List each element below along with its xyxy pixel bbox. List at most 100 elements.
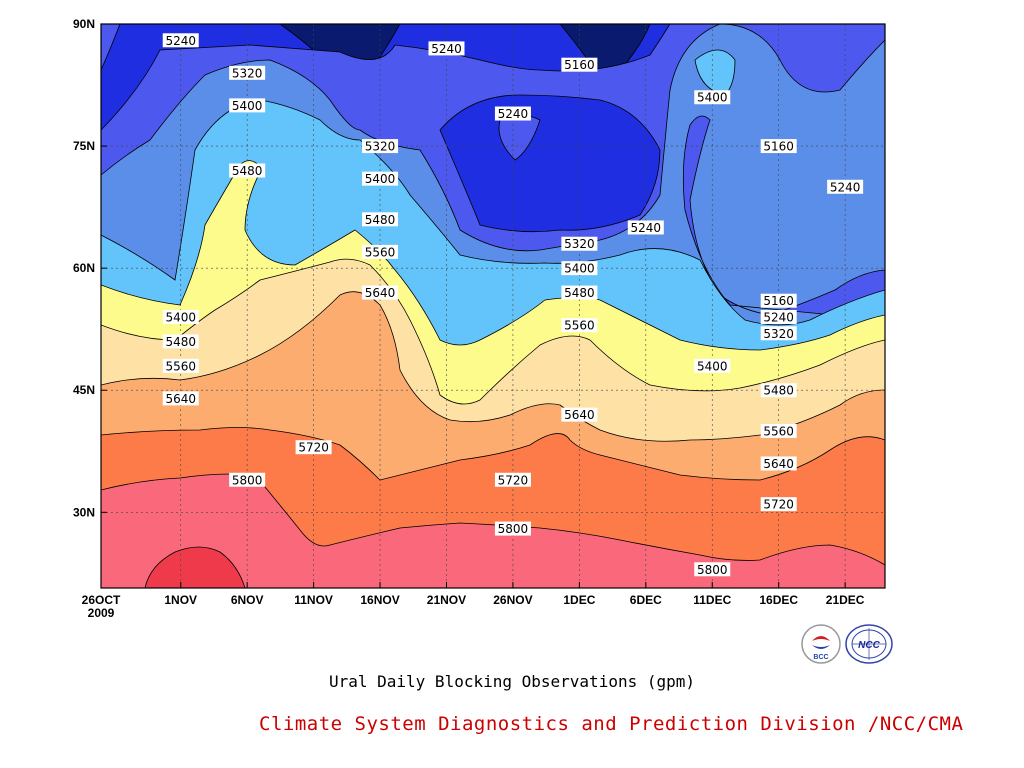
contour-label: 5160 [760, 139, 797, 154]
bcc-logo-icon: BCC [801, 624, 841, 664]
contour-label-text: 5400 [365, 172, 396, 186]
y-tick-label: 75N [73, 139, 95, 153]
contour-label-text: 5640 [365, 286, 396, 300]
x-tick-label: 1NOV [164, 593, 197, 607]
contour-label-text: 5400 [697, 359, 728, 373]
svg-text:BCC: BCC [813, 654, 828, 661]
contour-label: 5240 [428, 41, 465, 56]
contour-label-text: 5320 [232, 66, 263, 80]
contour-label-text: 5400 [564, 262, 595, 276]
contour-label: 5240 [627, 220, 664, 235]
contour-label-text: 5800 [232, 473, 263, 487]
contour-label-text: 5320 [763, 327, 794, 341]
contour-label-text: 5480 [232, 164, 263, 178]
contour-label: 5320 [760, 326, 797, 341]
contour-label-text: 5640 [763, 457, 794, 471]
chart-title: Ural Daily Blocking Observations (gpm) [328, 672, 696, 691]
contour-label: 5480 [760, 383, 797, 398]
contour-label-text: 5400 [165, 310, 196, 324]
contour-label: 5400 [162, 309, 199, 324]
contour-label: 5800 [229, 472, 266, 487]
contour-label: 5800 [494, 521, 531, 536]
contour-label-text: 5160 [564, 58, 595, 72]
contour-label: 5720 [494, 472, 531, 487]
contour-label-text: 5800 [697, 563, 728, 577]
contour-label-text: 5640 [165, 392, 196, 406]
y-tick-label: 30N [73, 505, 95, 519]
contour-fills [101, 24, 885, 588]
x-tick-label: 11NOV [294, 593, 333, 607]
y-tick-label: 60N [73, 261, 95, 275]
contour-label: 5240 [162, 33, 199, 48]
contour-label-text: 5480 [763, 384, 794, 398]
contour-label: 5400 [561, 261, 598, 276]
contour-label-text: 5240 [431, 42, 462, 56]
contour-label: 5400 [229, 98, 266, 113]
contour-label: 5400 [694, 358, 731, 373]
contour-label: 5320 [362, 139, 399, 154]
contour-label: 5160 [561, 57, 598, 72]
contour-label: 5560 [760, 423, 797, 438]
x-tick-label: 2009 [88, 606, 115, 620]
contour-label-text: 5240 [631, 221, 662, 235]
contour-label: 5320 [229, 65, 266, 80]
x-tick-label: 6NOV [231, 593, 264, 607]
contour-label-text: 5480 [365, 213, 396, 227]
contour-label: 5400 [694, 90, 731, 105]
contour-label: 5480 [561, 285, 598, 300]
contour-label-text: 5400 [697, 91, 728, 105]
contour-label: 5560 [362, 244, 399, 259]
contour-label: 5560 [561, 318, 598, 333]
y-axis: 90N 75N 60N 45N 30N [73, 17, 107, 519]
contour-label-text: 5240 [165, 34, 196, 48]
contour-label-text: 5560 [763, 424, 794, 438]
credit-text: Climate System Diagnostics and Predictio… [259, 713, 964, 735]
x-tick-label: 26NOV [493, 593, 532, 607]
contour-label: 5640 [162, 391, 199, 406]
contour-label-text: 5480 [165, 335, 196, 349]
contour-label-text: 5240 [763, 310, 794, 324]
contour-label-text: 5560 [564, 319, 595, 333]
contour-label-text: 5560 [365, 245, 396, 259]
contour-label: 5400 [362, 171, 399, 186]
contour-label: 5320 [561, 236, 598, 251]
contour-label-text: 5240 [830, 180, 861, 194]
contour-label-text: 5720 [298, 441, 329, 455]
x-tick-label: 21DEC [826, 593, 865, 607]
contour-label: 5240 [827, 179, 864, 194]
svg-text:NCC: NCC [858, 640, 880, 651]
contour-label-text: 5160 [763, 140, 794, 154]
contour-label-text: 5320 [564, 237, 595, 251]
grid [101, 24, 885, 588]
contour-label: 5640 [362, 285, 399, 300]
contour-label: 5240 [760, 309, 797, 324]
contour-labels: 5240 5240 5160 5320 5400 5400 5240 5320 5160 5480… [162, 33, 864, 577]
contour-label-text: 5640 [564, 408, 595, 422]
contour-label: 5240 [494, 106, 531, 121]
contour-region-5880 [144, 546, 246, 588]
x-tick-label: 16DEC [759, 593, 798, 607]
contour-label-text: 5800 [498, 522, 529, 536]
y-tick-label: 45N [73, 383, 95, 397]
contour-label: 5160 [760, 293, 797, 308]
x-tick-label: 26OCT [82, 593, 121, 607]
contour-label: 5800 [694, 562, 731, 577]
contour-label-text: 5160 [763, 294, 794, 308]
contour-label-text: 5400 [232, 99, 263, 113]
x-tick-label: 1DEC [563, 593, 595, 607]
contour-label: 5640 [760, 456, 797, 471]
contour-label-text: 5720 [498, 473, 529, 487]
x-tick-label: 21NOV [427, 593, 466, 607]
contour-label: 5560 [162, 358, 199, 373]
ncc-logo-icon: NCC [845, 624, 893, 664]
contour-label-text: 5480 [564, 286, 595, 300]
contour-label: 5720 [760, 497, 797, 512]
x-tick-label: 6DEC [630, 593, 662, 607]
contour-label: 5480 [362, 212, 399, 227]
contour-label-text: 5240 [498, 107, 529, 121]
contour-label-text: 5320 [365, 140, 396, 154]
contour-label-text: 5560 [165, 359, 196, 373]
y-tick-label: 90N [73, 17, 95, 31]
